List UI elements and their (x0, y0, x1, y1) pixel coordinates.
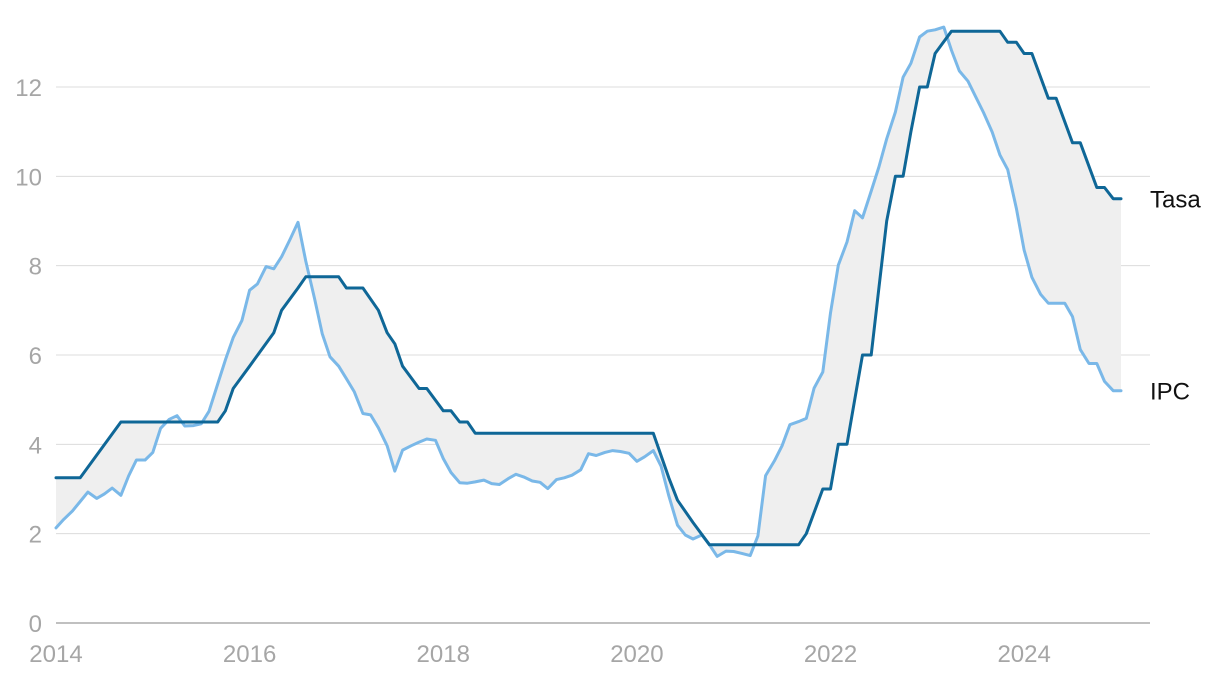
gap-area (56, 27, 1121, 557)
x-tick-label: 2022 (804, 641, 857, 668)
y-tick-label: 12 (15, 75, 42, 102)
series-labels: Tasa IPC (1150, 187, 1201, 406)
y-tick-label: 10 (15, 164, 42, 191)
axes: 0 2 4 6 8 10 12 2014 2016 2018 2020 2022 2024 (15, 75, 1150, 668)
series-label-tasa: Tasa (1150, 187, 1201, 214)
x-tick-label: 2020 (610, 641, 663, 668)
series-lines (54, 25, 1123, 558)
y-tick-label: 2 (29, 522, 42, 549)
x-tick-label: 2016 (223, 641, 276, 668)
series-line-ipc (54, 25, 1123, 558)
y-tick-label: 0 (29, 611, 42, 638)
gap-area-fill (56, 27, 1121, 557)
y-tick-label: 6 (29, 343, 42, 370)
series-line-tasa (54, 29, 1123, 547)
x-tick-label: 2014 (29, 641, 82, 668)
y-tick-label: 8 (29, 254, 42, 281)
gridlines (56, 86, 1150, 535)
series-label-ipc: IPC (1150, 379, 1190, 406)
x-tick-label: 2018 (417, 641, 470, 668)
y-tick-label: 4 (29, 432, 42, 459)
x-tick-label: 2024 (997, 641, 1050, 668)
